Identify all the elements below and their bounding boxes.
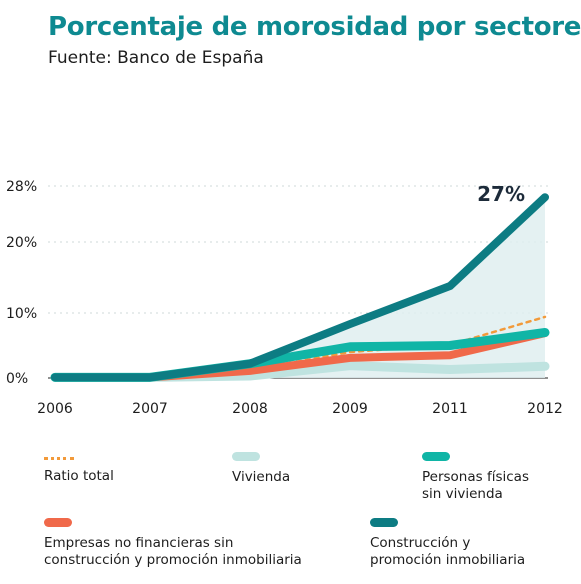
peak-annotation: 27%: [477, 182, 525, 206]
y-tick-label: 0%: [6, 371, 28, 387]
chart-subtitle: Fuente: Banco de España: [48, 48, 264, 68]
construccion-area: [55, 197, 545, 378]
y-tick-label: 10%: [6, 306, 37, 322]
x-tick-label-2012: 2012: [527, 401, 563, 417]
x-tick-label-2006: 2006: [37, 401, 73, 417]
x-tick-label-2007: 2007: [132, 401, 168, 417]
chart-title: Porcentaje de morosidad por sectores: [48, 12, 581, 42]
y-tick-label: 28%: [6, 179, 37, 195]
x-tick-label-2011: 2011: [432, 401, 468, 417]
x-tick-label-2009: 2009: [332, 401, 368, 417]
y-tick-label: 20%: [6, 235, 37, 251]
series-line-construccion: [51, 193, 549, 382]
x-tick-label-2008: 2008: [232, 401, 268, 417]
